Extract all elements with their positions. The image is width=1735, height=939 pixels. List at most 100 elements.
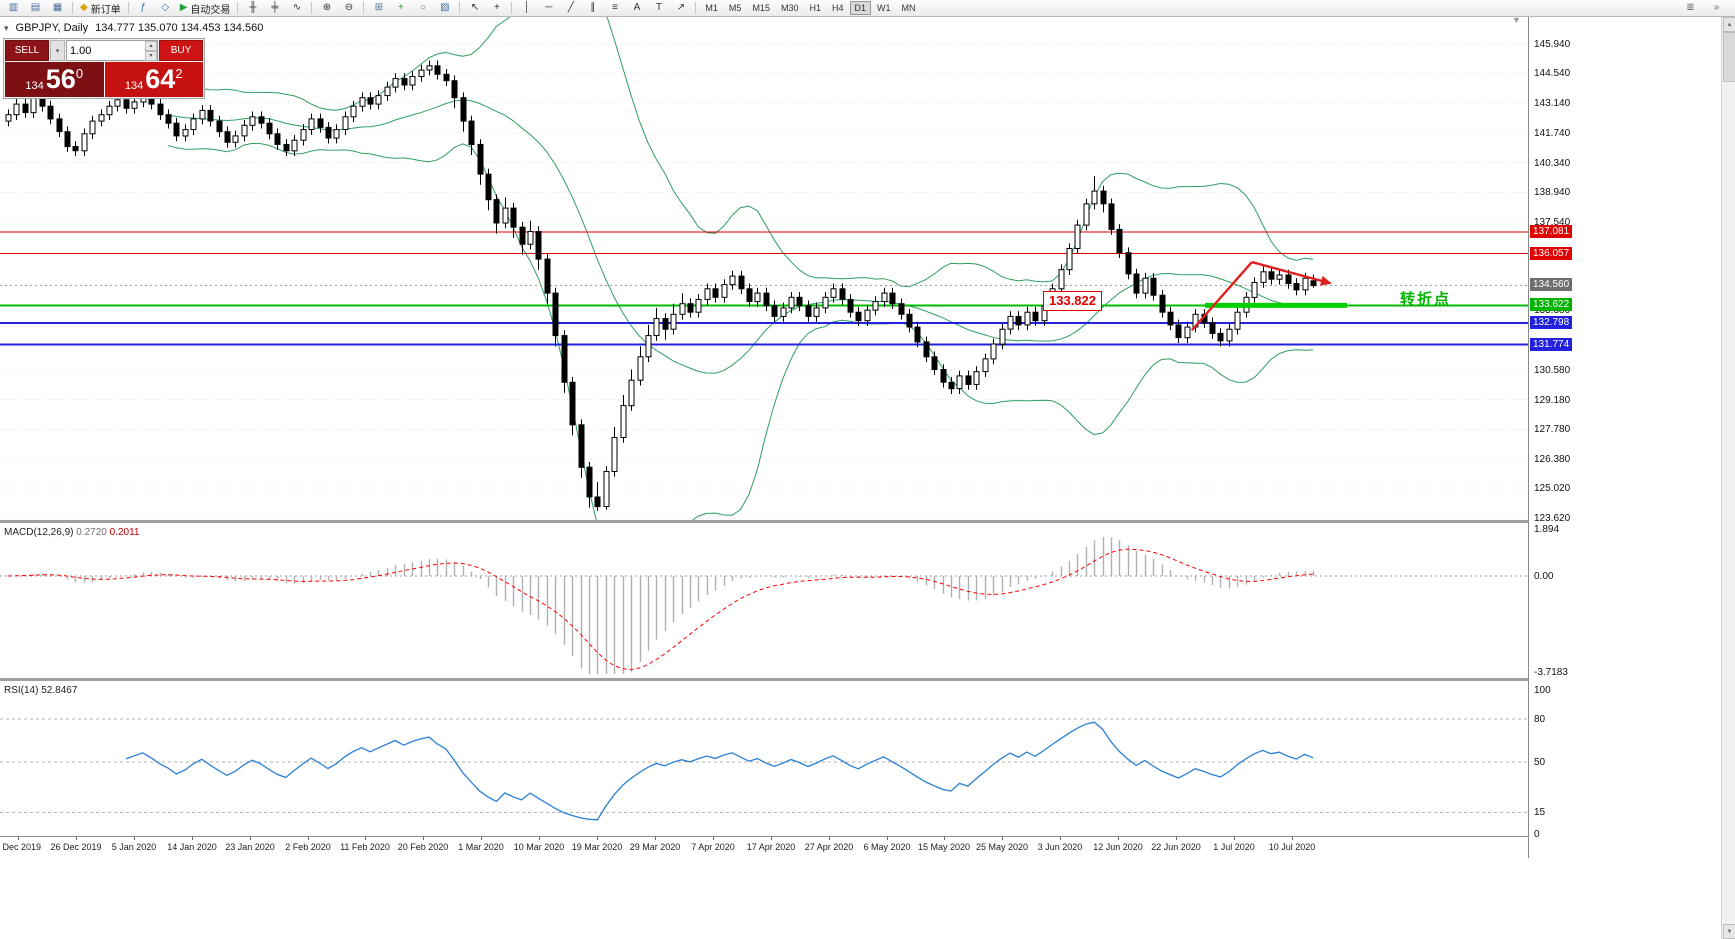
rsi-axis-label: 15 xyxy=(1534,807,1546,818)
pane-splitter[interactable] xyxy=(0,520,1735,523)
time-axis-tick xyxy=(250,837,251,840)
sell-button[interactable]: SELL xyxy=(5,40,49,61)
timeframe-h4[interactable]: H4 xyxy=(827,1,849,15)
zoom-in-icon[interactable]: ⊕ xyxy=(316,0,337,17)
price-axis[interactable]: 145.940 144.540 143.140 141.740 140.340 138.9… xyxy=(1528,17,1722,858)
time-axis-tick xyxy=(539,837,540,840)
vertical-scrollbar[interactable]: ▲ ▼ xyxy=(1721,17,1735,939)
tile-windows-icon: ⊞ xyxy=(374,2,384,13)
bar-chart-icon[interactable]: ╫ xyxy=(242,0,263,17)
price-flag-label[interactable]: 133.822 xyxy=(1043,291,1102,311)
time-axis-tick xyxy=(1176,837,1177,840)
price-chart[interactable] xyxy=(0,17,1528,520)
tile-windows-icon[interactable]: ⊞ xyxy=(368,0,389,17)
zoom-out-icon[interactable]: ⊖ xyxy=(338,0,359,17)
scroll-down-icon[interactable]: ▼ xyxy=(1723,924,1735,939)
volume-down-icon[interactable]: ▾ xyxy=(145,51,157,61)
time-axis-label: 6 May 2020 xyxy=(863,842,911,852)
time-axis-label: 2 Feb 2020 xyxy=(285,842,331,852)
macd-chart[interactable] xyxy=(0,523,1528,678)
timeframe-m30[interactable]: M30 xyxy=(776,1,804,15)
time-axis-label: 10 Jul 2020 xyxy=(1268,842,1316,852)
crosshair-icon[interactable]: + xyxy=(486,0,507,17)
time-axis-label: 22 Jun 2020 xyxy=(1151,842,1201,852)
trend-arrow[interactable] xyxy=(1251,260,1332,286)
label-icon[interactable]: T xyxy=(648,0,669,17)
vertical-line-icon[interactable]: │ xyxy=(516,0,537,17)
timeframe-m15[interactable]: M15 xyxy=(747,1,775,15)
macd-label: MACD(12,26,9) 0.2720 0.2011 xyxy=(4,527,139,538)
time-axis[interactable]: 7 Dec 2019 26 Dec 2019 5 Jan 2020 14 Jan 20… xyxy=(0,837,1528,857)
volume-preset-dropdown[interactable]: ▾ xyxy=(50,40,65,61)
timeframes-menu-icon[interactable]: ○ xyxy=(412,0,433,17)
time-axis-tick xyxy=(713,837,714,840)
rsi-pane[interactable]: RSI(14) 52.8467 xyxy=(0,681,1528,836)
timeframe-d1[interactable]: D1 xyxy=(849,1,872,15)
horizontal-line-icon: ─ xyxy=(545,2,553,13)
chart-shift-marker[interactable]: ▼ xyxy=(1512,17,1521,25)
macd-pane[interactable]: MACD(12,26,9) 0.2720 0.2011 xyxy=(0,523,1528,678)
line-chart-icon: ∿ xyxy=(292,2,302,13)
chart-list-icon[interactable]: ≣ xyxy=(1680,0,1701,17)
fibonacci-icon[interactable]: ≡ xyxy=(604,0,625,17)
time-axis-label: 17 Apr 2020 xyxy=(746,842,796,852)
chart-window-icon[interactable]: ▤ xyxy=(25,0,46,17)
scripts-icon[interactable]: ◇ xyxy=(155,0,176,17)
timeframe-w1[interactable]: W1 xyxy=(872,1,896,15)
trendline-icon[interactable]: ╱ xyxy=(560,0,581,17)
buy-button[interactable]: BUY xyxy=(159,40,203,61)
time-axis-label: 19 Mar 2020 xyxy=(571,842,623,852)
timeframe-mn[interactable]: MN xyxy=(897,1,921,15)
horizontal-line-icon[interactable]: ─ xyxy=(538,0,559,17)
autotrading-icon[interactable]: ▶ 自动交易 xyxy=(177,0,234,17)
cursor-icon[interactable]: ↖ xyxy=(464,0,485,17)
price-tag[interactable]: 137.081 xyxy=(1530,225,1573,238)
line-chart-icon[interactable]: ∿ xyxy=(286,0,307,17)
chevron-down-icon: ▾ xyxy=(55,47,60,55)
pane-splitter[interactable] xyxy=(0,678,1735,681)
rsi-label: RSI(14) 52.8467 xyxy=(4,685,77,696)
turning-point-label[interactable]: 转折点 xyxy=(1400,291,1452,308)
volume-up-icon[interactable]: ▴ xyxy=(145,41,157,51)
chart-list-icon: ≣ xyxy=(1686,2,1695,13)
buy-price-tile[interactable]: 134 64 2 xyxy=(104,62,203,97)
main-chart-pane[interactable]: ▾ GBPJPY, Daily 134.777 135.070 134.453 … xyxy=(0,17,1528,520)
arrows-icon[interactable]: ↗ xyxy=(670,0,691,17)
trend-arrow[interactable] xyxy=(1190,261,1253,332)
templates-icon[interactable]: ▨ xyxy=(434,0,455,17)
new-order-icon[interactable]: ◆ 新订单 xyxy=(77,0,124,17)
timeframe-m1[interactable]: M1 xyxy=(700,1,723,15)
price-tag[interactable]: 132.798 xyxy=(1530,316,1573,329)
price-tag[interactable]: 136.057 xyxy=(1530,247,1573,260)
candles-layer[interactable] xyxy=(5,60,1317,511)
one-click-toggle-icon[interactable]: ▾ xyxy=(4,22,9,33)
time-axis-label: 7 Apr 2020 xyxy=(691,842,735,852)
candlestick-chart-icon[interactable]: ╪ xyxy=(264,0,285,17)
macd-signal-value: 0.2011 xyxy=(109,527,140,538)
volume-input[interactable] xyxy=(67,41,145,60)
new-order-window-icon[interactable]: ▥ xyxy=(3,0,24,17)
timeframe-h1[interactable]: H1 xyxy=(804,1,826,15)
price-tag[interactable]: 134.560 xyxy=(1530,278,1573,291)
price-tag[interactable]: 131.774 xyxy=(1530,338,1573,351)
rsi-chart[interactable] xyxy=(0,681,1528,836)
vertical-line-icon: │ xyxy=(523,2,531,13)
profiles-icon[interactable]: ▦ xyxy=(47,0,68,17)
candlestick-chart-icon: ╪ xyxy=(271,2,279,13)
scroll-up-icon[interactable]: ▲ xyxy=(1723,17,1735,32)
toolbar-items: ▥ ▤ ▦ ◆ 新订单 ƒ ◇ ▶ 自动交易 ╫ ╪ ∿ ⊕ ⊖ ⊞ + ○ ▨ ↖ + │ ─ ╱ ∥ ≡ A T ↗ M1 M5 M15… xyxy=(3,0,921,17)
expert-advisors-icon[interactable]: ƒ xyxy=(133,0,154,17)
channel-icon[interactable]: ∥ xyxy=(582,0,603,17)
bollinger-bands[interactable] xyxy=(167,17,1314,520)
scrollbar-thumb[interactable] xyxy=(1723,32,1735,82)
text-icon[interactable]: A xyxy=(626,0,647,17)
price-axis-label: 143.140 xyxy=(1534,98,1571,109)
time-axis-tick xyxy=(597,837,598,840)
timeframe-m5[interactable]: M5 xyxy=(724,1,747,15)
sell-price-tile[interactable]: 134 56 0 xyxy=(5,62,104,97)
indicators-icon[interactable]: + xyxy=(390,0,411,17)
price-tag[interactable]: 133.622 xyxy=(1530,298,1573,311)
more-toolbar-icon[interactable]: » xyxy=(1706,0,1727,17)
buy-price-base: 134 xyxy=(124,80,144,92)
